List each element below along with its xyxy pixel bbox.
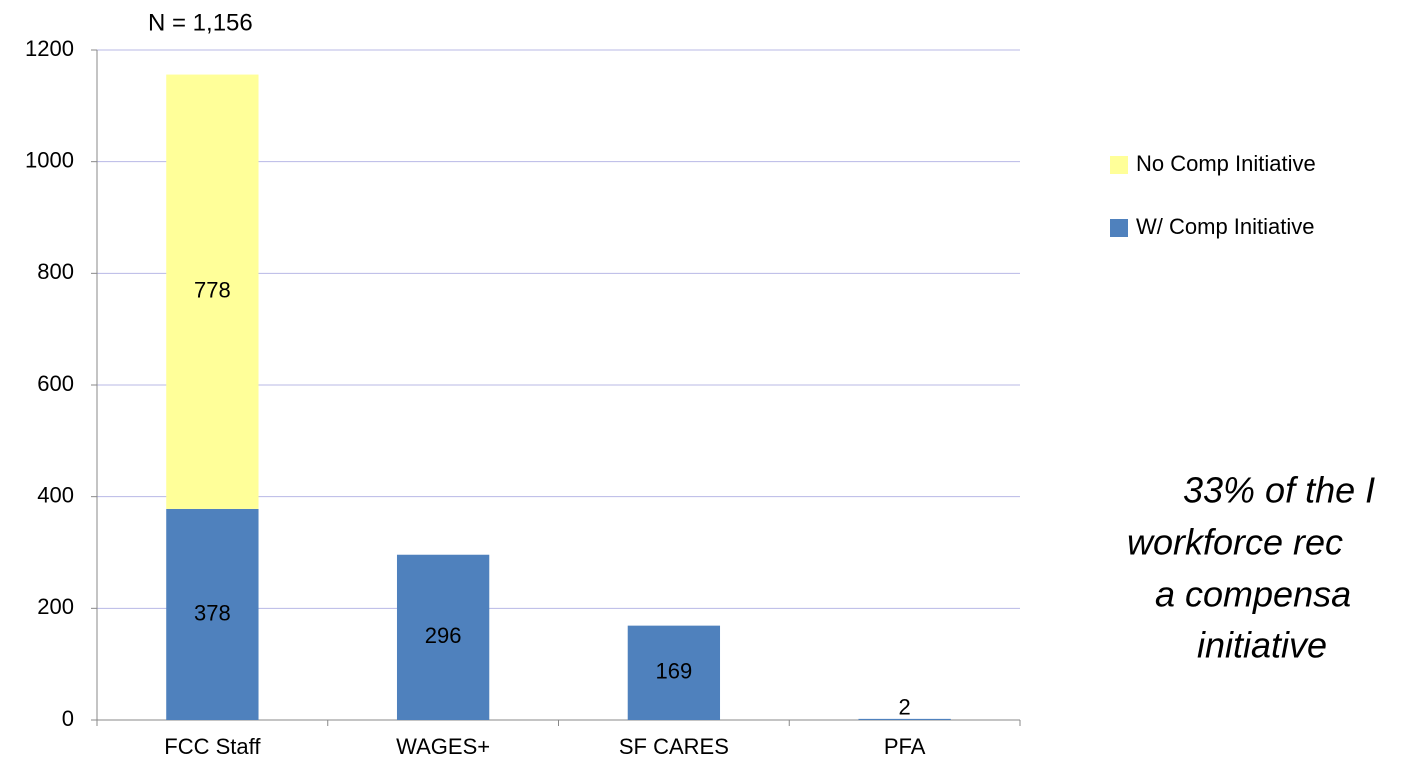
y-tick-label: 600 [37, 371, 74, 396]
y-tick-label: 200 [37, 594, 74, 619]
bar-segment [627, 625, 721, 720]
bar-segment [858, 718, 951, 720]
bar-segment [396, 554, 490, 720]
data-label: 2 [899, 695, 911, 720]
bar-segment [166, 508, 259, 720]
x-tick-label: WAGES+ [396, 734, 490, 759]
y-tick-label: 1200 [25, 36, 74, 61]
x-tick-label: PFA [884, 734, 926, 759]
x-tick-label: FCC Staff [164, 734, 261, 759]
legend-label: No Comp Initiative [1136, 151, 1316, 176]
data-label: 778 [194, 278, 231, 303]
annotation: N = 1,156 [148, 9, 253, 36]
data-label: 169 [656, 659, 693, 684]
x-tick-label: SF CARES [619, 734, 729, 759]
data-label: 296 [425, 623, 462, 648]
legend-label: W/ Comp Initiative [1136, 214, 1315, 239]
y-tick-label: 1000 [25, 147, 74, 172]
note: a compensa [1155, 574, 1351, 615]
y-tick-label: 800 [37, 259, 74, 284]
bar-segment [166, 74, 259, 509]
note: initiative [1197, 625, 1327, 666]
note: workforce rec [1127, 522, 1343, 563]
legend-swatch [1110, 219, 1128, 237]
data-label: 378 [194, 600, 231, 625]
legend-swatch [1110, 156, 1128, 174]
note: 33% of the I [1183, 470, 1375, 511]
y-tick-label: 400 [37, 482, 74, 507]
y-tick-label: 0 [62, 706, 74, 731]
